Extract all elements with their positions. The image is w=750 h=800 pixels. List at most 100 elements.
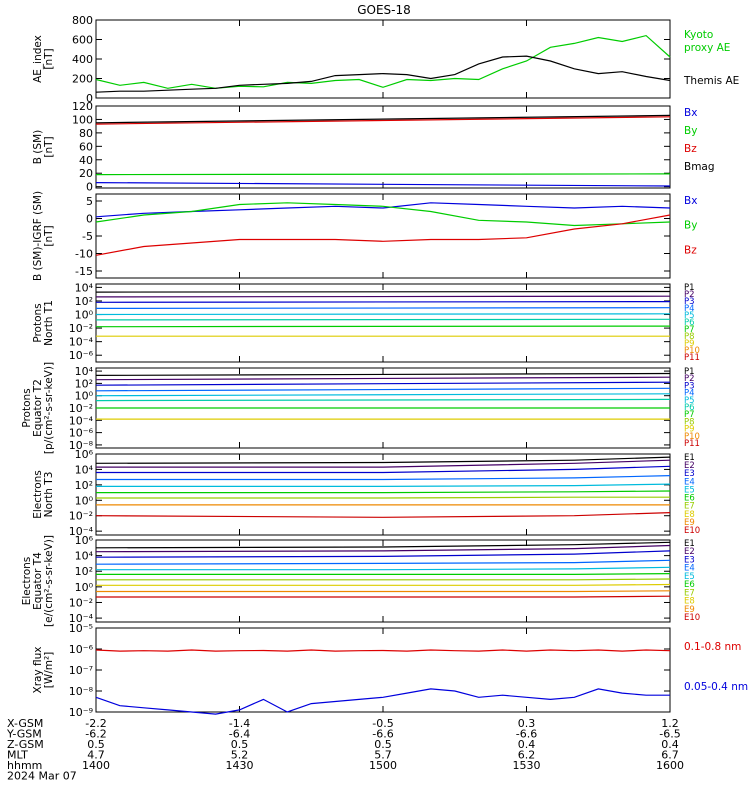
footer-value: 0.4 xyxy=(518,738,536,751)
series-line xyxy=(95,182,671,187)
series-line xyxy=(96,590,671,593)
panel-7: 10⁶ 10⁴ 10² 10⁰ 10⁻² 10⁻⁴ Electrons Equator T4[… xyxy=(21,534,700,627)
y-tick-label: 10⁻⁴ xyxy=(69,414,94,427)
legend-entry: Bx xyxy=(684,195,697,207)
y-axis-label: Protons xyxy=(21,388,33,427)
y-axis-label: Equator T2 xyxy=(32,379,44,437)
legend-entry: E9 xyxy=(684,518,695,528)
series-line xyxy=(95,544,671,553)
y-tick-label: 0 xyxy=(86,92,93,105)
y-tick-label: 10⁻⁸ xyxy=(69,685,94,698)
y-tick-label: 0 xyxy=(86,213,93,226)
y-tick-label: 10⁻⁴ xyxy=(69,525,94,538)
series-line xyxy=(95,541,671,549)
y-axis-label: North T3 xyxy=(43,472,55,518)
legend-entry: P2 xyxy=(684,374,695,384)
legend-entry: P8 xyxy=(684,417,695,427)
legend-entry: E6 xyxy=(684,580,695,590)
footer-row-label: Y-GSM xyxy=(6,728,42,741)
y-axis-label: [nT] xyxy=(43,136,55,157)
legend-entry: P10 xyxy=(684,432,700,442)
legend-entry: Bz xyxy=(684,244,697,256)
y-tick-label: 10⁴ xyxy=(75,365,94,378)
legend-entry: P3 xyxy=(684,381,695,391)
series-line xyxy=(96,595,671,598)
series-line xyxy=(95,381,671,386)
y-axis-label: B (SM)-IGRF (SM) xyxy=(32,191,44,281)
legend-entry: Bmag xyxy=(684,161,715,173)
panel-8: 10⁻⁵ 10⁻⁶ 10⁻⁷ 10⁻⁸ 10⁻⁹ Xray flux [W/m²] 0.1-0… xyxy=(32,622,748,719)
y-tick-label: 400 xyxy=(72,53,93,66)
legend-entry: By xyxy=(684,220,697,232)
y-tick-label: 60 xyxy=(79,140,93,153)
series-line xyxy=(96,465,671,474)
legend-entry: 0.1-0.8 nm xyxy=(684,641,741,653)
series-line xyxy=(95,202,671,218)
series-line xyxy=(95,313,671,316)
y-tick-label: 10⁻⁶ xyxy=(69,643,94,656)
y-tick-label: 10⁴ xyxy=(75,550,94,563)
y-tick-label: 40 xyxy=(79,154,93,167)
series-line xyxy=(95,512,671,518)
series-line xyxy=(96,490,671,494)
footer-value: -6.5 xyxy=(659,728,680,741)
footer-value: 1400 xyxy=(82,759,110,772)
y-tick-label: 10⁻² xyxy=(69,510,93,523)
legend-entry: P4 xyxy=(684,304,695,314)
legend-entry: E10 xyxy=(684,526,700,536)
y-tick-label: 10⁻² xyxy=(69,596,93,609)
y-axis-label: Xray flux xyxy=(32,647,44,694)
y-tick-label: 10⁻⁴ xyxy=(69,336,94,349)
y-tick-label: 10² xyxy=(75,295,93,308)
footer-value: 1500 xyxy=(369,759,397,772)
y-tick-label: 10⁰ xyxy=(75,494,94,507)
legend-entry: P4 xyxy=(684,389,695,399)
footer-value: -6.4 xyxy=(229,728,250,741)
legend-entry: P2 xyxy=(684,290,695,300)
legend-entry: P9 xyxy=(684,425,695,435)
y-tick-label: 80 xyxy=(79,127,93,140)
legend-entry: Bz xyxy=(684,143,697,155)
legend-entry: E1 xyxy=(684,539,695,549)
series-line xyxy=(95,301,671,303)
series-line xyxy=(95,318,671,321)
y-tick-label: 10⁻⁷ xyxy=(69,664,93,677)
y-tick-label: 10⁴ xyxy=(75,463,94,476)
y-axis-label: B (SM) xyxy=(32,130,44,164)
footer-value: 4.7 xyxy=(87,749,105,762)
footer-value: 0.5 xyxy=(87,738,105,751)
legend-entry: E4 xyxy=(684,564,695,574)
series-line xyxy=(95,387,671,392)
legend-entry: E8 xyxy=(684,597,695,607)
legend-entry: P8 xyxy=(684,332,695,342)
series-line xyxy=(95,116,671,125)
series-line xyxy=(95,649,671,652)
legend-entry: P7 xyxy=(684,325,695,335)
footer-value: 0.5 xyxy=(374,738,392,751)
footer-row-label: 2024 Mar 07 xyxy=(7,770,77,783)
footer-value: 0.5 xyxy=(231,738,249,751)
legend-entry: P3 xyxy=(684,297,695,307)
footer-value: -1.4 xyxy=(229,717,250,730)
legend-entry: P5 xyxy=(684,396,695,406)
series-line xyxy=(95,372,671,376)
legend-entry: P7 xyxy=(684,410,695,420)
y-tick-label: -15 xyxy=(75,265,93,278)
series-line xyxy=(96,496,670,499)
y-tick-label: -10 xyxy=(75,248,93,261)
y-tick-label: 10⁰ xyxy=(75,581,94,594)
legend-entry: E8 xyxy=(684,510,695,520)
footer-value: 1.2 xyxy=(661,717,679,730)
panel-frame xyxy=(95,453,671,536)
series-line xyxy=(95,55,671,93)
y-axis-label: Protons xyxy=(32,303,44,342)
footer-value: -0.5 xyxy=(372,717,393,730)
y-axis-label: [W/m²] xyxy=(43,652,55,689)
series-line xyxy=(96,483,671,487)
series-line xyxy=(95,173,671,176)
